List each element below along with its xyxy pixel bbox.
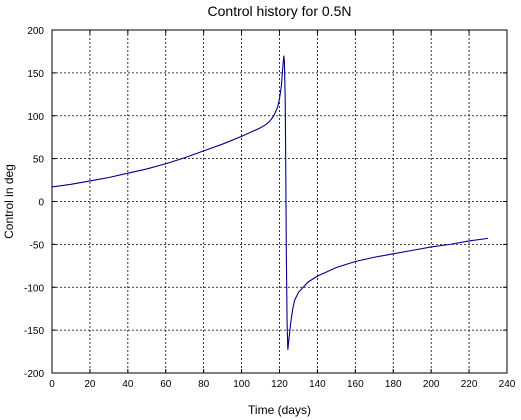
chart-title: Control history for 0.5N [208, 3, 352, 19]
x-tick-label: 0 [49, 379, 55, 390]
x-tick-label: 40 [122, 379, 134, 390]
x-tick-label: 180 [385, 379, 402, 390]
y-tick-label: 50 [33, 155, 45, 166]
x-tick-label: 220 [461, 379, 478, 390]
y-tick-label: -150 [24, 326, 44, 337]
x-tick-label: 120 [271, 379, 288, 390]
x-tick-label: 200 [423, 379, 440, 390]
x-tick-label: 60 [160, 379, 172, 390]
x-tick-label: 100 [233, 379, 250, 390]
grid [52, 30, 507, 373]
series-layer [51, 55, 489, 350]
x-tick-label: 80 [198, 379, 210, 390]
y-tick-label: 0 [38, 198, 44, 209]
y-tick-label: 100 [27, 112, 44, 123]
x-tick-label: 20 [84, 379, 96, 390]
y-tick-label: -200 [24, 369, 44, 380]
series-line-1 [51, 55, 489, 350]
y-tick-label: -50 [30, 240, 45, 251]
x-tick-label: 140 [309, 379, 326, 390]
ticks: 0 20 40 60 80 100 120 140 160 180 200 220 240 -200 -15… [24, 26, 516, 390]
x-tick-label: 160 [347, 379, 364, 390]
x-tick-label: 240 [499, 379, 516, 390]
y-tick-label: -100 [24, 283, 44, 294]
y-tick-label: 200 [27, 26, 44, 37]
x-axis-title: Time (days) [248, 403, 311, 417]
y-axis-title: Control in deg [2, 164, 16, 239]
y-tick-label: 150 [27, 69, 44, 80]
